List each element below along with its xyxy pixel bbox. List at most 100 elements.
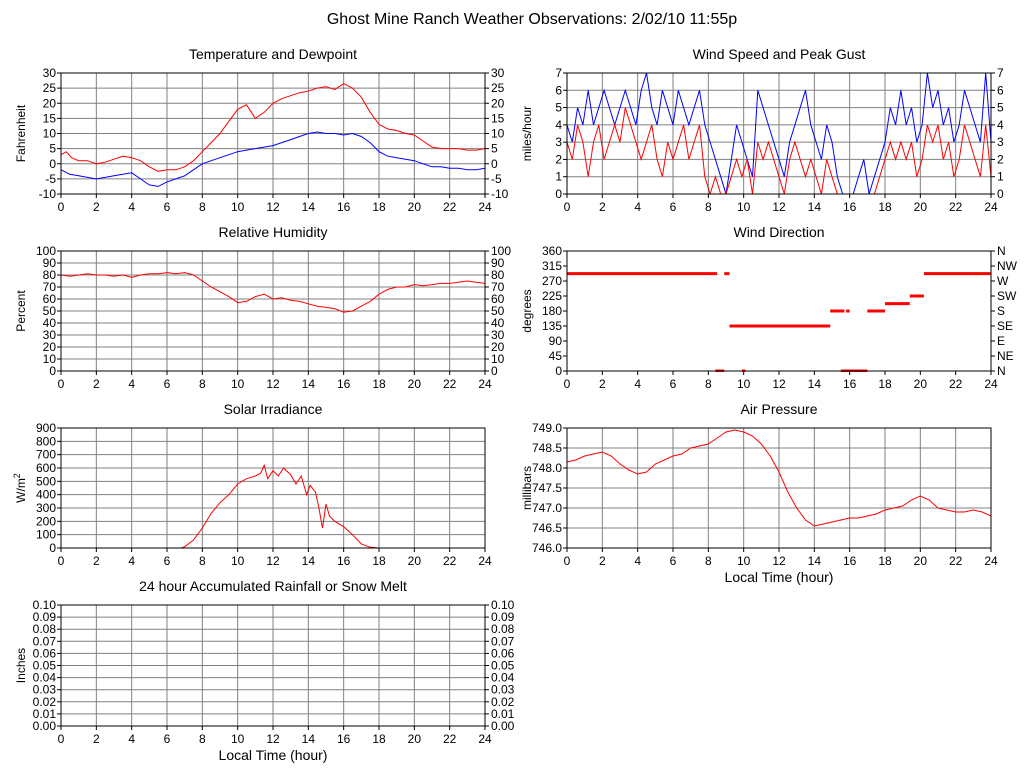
rainfall-y-tick-label: 0.08 (33, 622, 57, 636)
humidity-right-tick-label: 80 (491, 268, 505, 282)
temperature-y-tick-label: 10 (43, 127, 57, 141)
solar-x-tick-label: 4 (128, 554, 135, 568)
rainfall-y-tick-label: 0.09 (33, 610, 57, 624)
rainfall-x-tick-label: 16 (337, 732, 351, 746)
temperature-frame (60, 72, 486, 195)
wind-speed-x-tick-label: 10 (737, 200, 751, 214)
rainfall-right-tick-label: 0.09 (491, 610, 515, 624)
solar-y-tick-label: 800 (36, 434, 56, 448)
humidity-x-tick-label: 18 (372, 377, 386, 391)
humidity-x-tick-label: 10 (231, 377, 245, 391)
wind-speed-right-tick-label: 4 (997, 118, 1004, 132)
humidity-right-tick-label: 60 (491, 292, 505, 306)
wind-direction-x-tick-label: 12 (772, 377, 786, 391)
pressure-x-tick-label: 6 (670, 554, 677, 568)
rainfall-right-tick-label: 0.06 (491, 646, 515, 660)
solar-x-tick-label: 22 (443, 554, 457, 568)
temperature-x-tick-label: 22 (443, 200, 457, 214)
wind-speed-frame (566, 72, 992, 195)
wind-direction-right-tick-label: E (997, 334, 1005, 348)
humidity-y-tick-label: 60 (43, 292, 57, 306)
temperature-y-tick-label: 20 (43, 96, 57, 110)
temperature-x-tick-label: 14 (302, 200, 316, 214)
temperature-series-1-line (61, 131, 485, 187)
wind-direction-right-tick-label: SE (997, 319, 1013, 333)
wind-direction-x-tick-label: 6 (670, 377, 677, 391)
solar-frame (60, 427, 486, 549)
humidity-y-tick-label: 0 (49, 364, 56, 378)
temperature-x-tick-label: 2 (93, 200, 100, 214)
wind-speed-series-1-line (567, 107, 991, 195)
temperature-x-tick-label: 0 (58, 200, 65, 214)
rainfall-right-tick-label: 0.00 (491, 719, 515, 733)
temperature-plot-area (61, 83, 485, 187)
wind-speed-y-tick-label: 3 (555, 135, 562, 149)
wind-direction-right-tick-label: N (997, 244, 1006, 258)
wind-speed-x-tick-label: 14 (808, 200, 822, 214)
wind-speed-x-tick-label: 0 (564, 200, 571, 214)
wind-direction-y-tick-label: 225 (542, 289, 562, 303)
solar-x-tick-label: 0 (58, 554, 65, 568)
rainfall-right-tick-label: 0.08 (491, 622, 515, 636)
rainfall-y-tick-label: 0.01 (33, 707, 57, 721)
humidity-x-tick-label: 16 (337, 377, 351, 391)
pressure-x-tick-label: 22 (949, 554, 963, 568)
wind-speed-x-tick-label: 24 (984, 200, 998, 214)
solar-title: Solar Irradiance (224, 401, 323, 417)
rainfall-y-tick-label: 0.10 (33, 598, 57, 612)
humidity-y-tick-label: 40 (43, 316, 57, 330)
pressure-ylabel: millibars (520, 466, 534, 510)
solar-y-tick-label: 600 (36, 461, 56, 475)
humidity-x-tick-label: 8 (199, 377, 206, 391)
rainfall-right-tick-label: 0.04 (491, 671, 515, 685)
humidity-right-tick-label: 70 (491, 280, 505, 294)
rainfall-y-tick-label: 0.02 (33, 695, 57, 709)
solar-x-tick-label: 18 (372, 554, 386, 568)
humidity-x-tick-label: 20 (408, 377, 422, 391)
wind-direction-right-tick-label: S (997, 304, 1005, 318)
temperature-x-tick-label: 10 (231, 200, 245, 214)
temperature-right-tick-label: -10 (491, 187, 509, 201)
humidity-title: Relative Humidity (219, 224, 328, 240)
wind-speed-right-tick-label: 6 (997, 83, 1004, 97)
solar-x-tick-label: 6 (164, 554, 171, 568)
pressure-x-tick-label: 8 (705, 554, 712, 568)
rainfall-x-tick-label: 20 (408, 732, 422, 746)
solar-x-tick-label: 2 (93, 554, 100, 568)
solar-x-tick-label: 24 (478, 554, 492, 568)
rainfall-x-tick-label: 18 (372, 732, 386, 746)
wind-speed-y-tick-label: 2 (555, 152, 562, 166)
wind-direction-right-tick-label: W (997, 274, 1009, 288)
rainfall-right-tick-label: 0.05 (491, 659, 515, 673)
wind-speed-right-tick-label: 3 (997, 135, 1004, 149)
wind-speed-y-tick-label: 0 (555, 187, 562, 201)
wind-direction-frame (566, 250, 992, 372)
temperature-ylabel: Fahrenheit (14, 104, 28, 162)
pressure-xlabel: Local Time (hour) (725, 569, 834, 585)
wind-speed-plot-area (567, 72, 991, 195)
humidity-x-tick-label: 0 (58, 377, 65, 391)
wind-direction-x-tick-label: 0 (564, 377, 571, 391)
humidity-right-tick-label: 10 (491, 352, 505, 366)
temperature-y-tick-label: -10 (39, 187, 57, 201)
pressure-x-tick-label: 16 (843, 554, 857, 568)
wind-speed-right-tick-label: 2 (997, 152, 1004, 166)
humidity-right-tick-label: 50 (491, 304, 505, 318)
humidity-x-tick-label: 4 (128, 377, 135, 391)
temperature-title: Temperature and Dewpoint (189, 46, 357, 62)
rainfall-x-tick-label: 4 (128, 732, 135, 746)
rainfall-x-tick-label: 14 (302, 732, 316, 746)
humidity-y-tick-label: 50 (43, 304, 57, 318)
rainfall-right-tick-label: 0.07 (491, 634, 515, 648)
temperature-x-tick-label: 20 (408, 200, 422, 214)
pressure-x-tick-label: 24 (984, 554, 998, 568)
wind-direction-y-tick-label: 180 (542, 304, 562, 318)
pressure-x-tick-label: 20 (914, 554, 928, 568)
rainfall-xlabel: Local Time (hour) (219, 747, 328, 763)
wind-direction-y-tick-label: 270 (542, 274, 562, 288)
pressure-y-tick-label: 748.5 (532, 441, 562, 455)
